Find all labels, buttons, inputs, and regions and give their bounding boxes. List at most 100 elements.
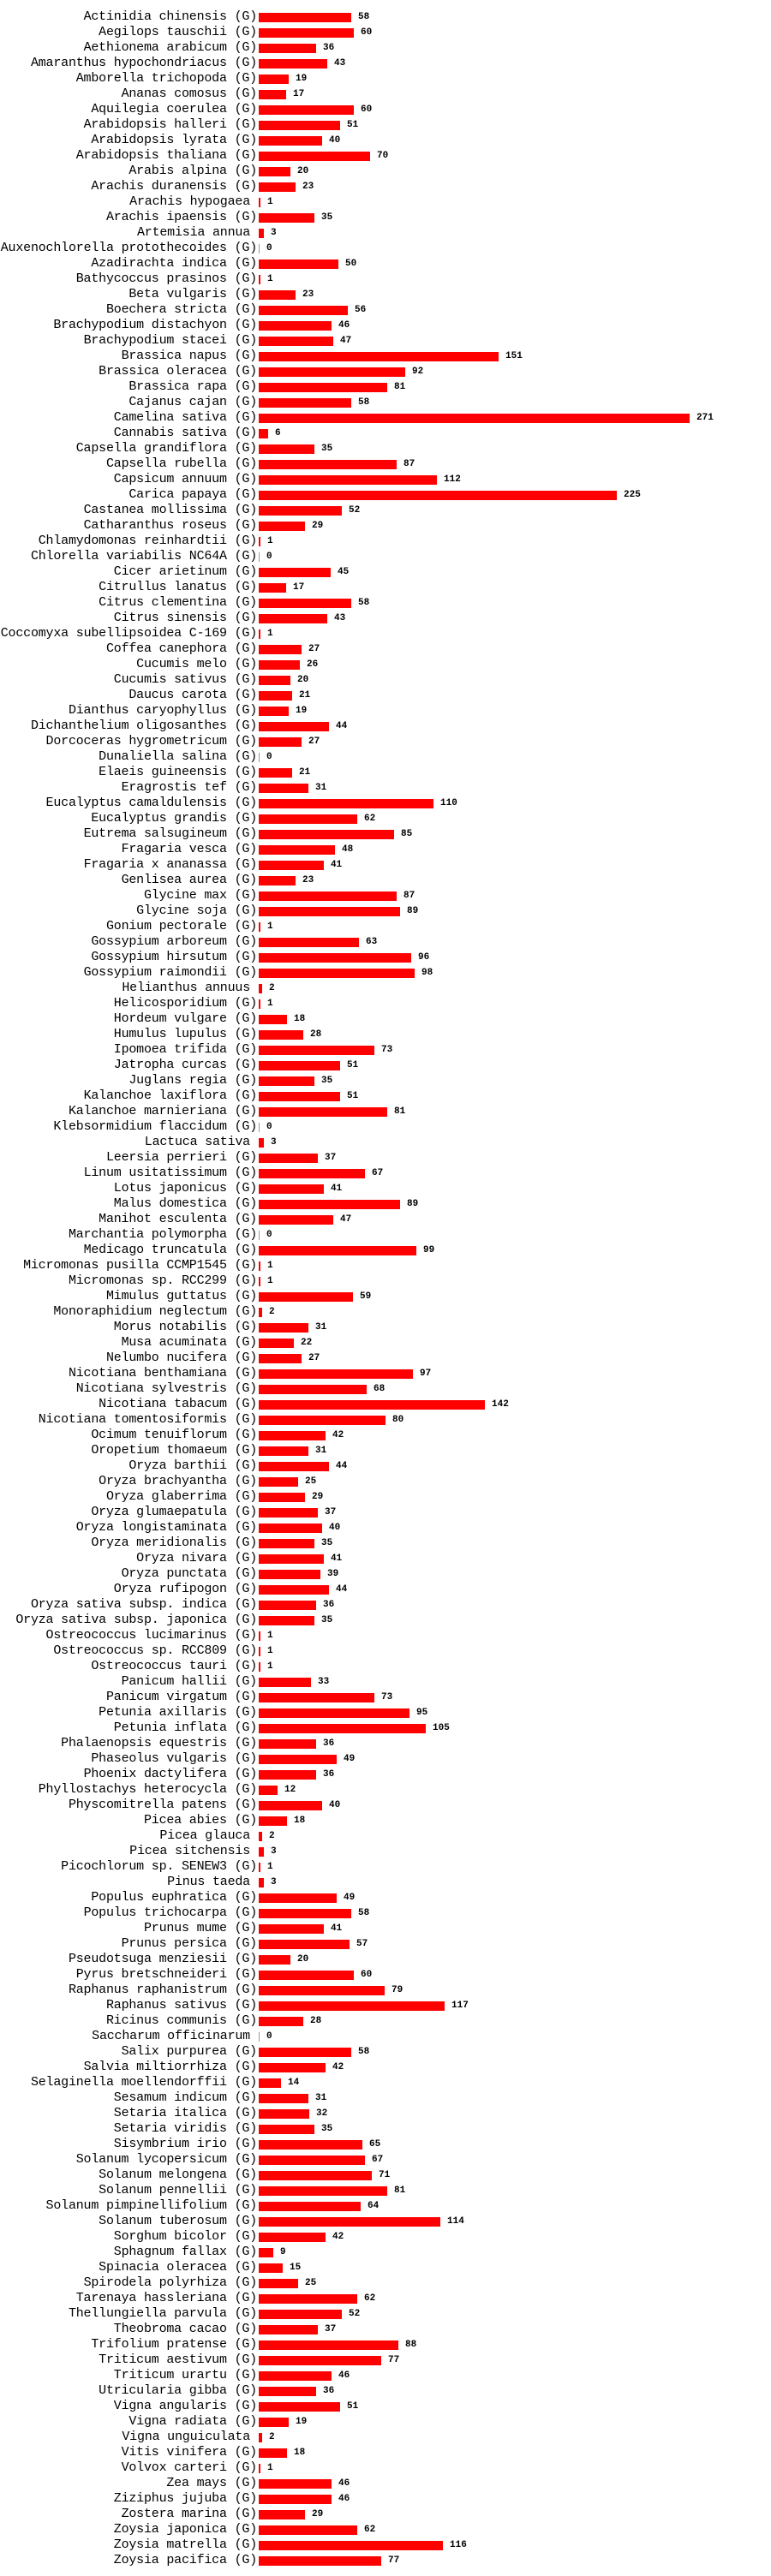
value-label: 36: [323, 2386, 335, 2396]
bar-row: Zostera marina (G) 29: [0, 2507, 771, 2522]
bar: [259, 44, 316, 53]
value-label: 36: [323, 1769, 335, 1780]
bar-row: Helicosporidium (G) 1: [0, 996, 771, 1011]
category-label: Brassica oleracea (G): [99, 364, 257, 379]
bar-row: Oryza barthii (G) 44: [0, 1458, 771, 1474]
bar-row: Eucalyptus camaldulensis (G) 110: [0, 796, 771, 811]
category-label: Gossypium arboreum (G): [91, 934, 257, 949]
bar-row: Salix purpurea (G) 58: [0, 2044, 771, 2060]
category-label: Jatropha curcas (G): [113, 1058, 257, 1072]
value-label: 15: [290, 2263, 302, 2273]
bar-row: Micromonas sp. RCC299 (G) 1: [0, 1273, 771, 1289]
bar-row: Fragaria vesca (G) 48: [0, 842, 771, 857]
bar: [259, 2387, 316, 2396]
bar: [259, 213, 314, 223]
bar: [259, 722, 329, 731]
bar-row: Camelina sativa (G) 271: [0, 410, 771, 426]
category-label: Oryza glaberrima (G): [105, 1489, 257, 1504]
value-label: 42: [332, 2062, 344, 2072]
bar: [259, 1138, 264, 1148]
value-label: 40: [329, 1800, 341, 1810]
bar-row: Cicer arietinum (G) 45: [0, 564, 771, 580]
category-label: Chlorella variabilis NC64A (G): [30, 549, 257, 564]
category-label: Nicotiana tomentosiformis (G): [38, 1412, 257, 1427]
bar-row: Capsella rubella (G) 87: [0, 456, 771, 472]
value-label: 117: [451, 2001, 469, 2011]
value-label: 20: [297, 1954, 309, 1965]
value-label: 29: [312, 521, 324, 531]
value-label: 114: [447, 2216, 464, 2227]
value-label: 92: [412, 367, 424, 377]
bar: [259, 2371, 332, 2381]
value-label: 56: [355, 305, 367, 315]
value-label: 6: [275, 428, 281, 438]
bar-row: Bathycoccus prasinos (G) 1: [0, 271, 771, 287]
category-label: Pseudotsuga menziesii (G): [68, 1952, 257, 1966]
bar: [259, 522, 305, 531]
category-label: Sphagnum fallax (G): [113, 2245, 257, 2259]
bar: [259, 2310, 342, 2319]
bar-row: Chlorella variabilis NC64A (G) 0: [0, 549, 771, 564]
bar-row: Saccharum officinarum 0: [0, 2029, 771, 2044]
bar-row: Dorcoceras hygrometricum (G) 27: [0, 734, 771, 749]
category-label: Ostreococcus tauri (G): [91, 1659, 257, 1673]
category-label: Leersia perrieri (G): [105, 1150, 257, 1165]
bar: [259, 676, 290, 685]
bar: [259, 1246, 416, 1255]
bar-row: Picea sitchensis 3: [0, 1844, 771, 1859]
bar-row: Gossypium arboreum (G) 63: [0, 934, 771, 950]
bar-row: Populus euphratica (G) 49: [0, 1890, 771, 1905]
bar: [259, 1786, 278, 1795]
category-label: Boechera stricta (G): [105, 302, 257, 317]
value-label: 80: [392, 1415, 404, 1425]
bar-row: Linum usitatissimum (G) 67: [0, 1166, 771, 1181]
bar: [259, 2171, 372, 2180]
value-label: 37: [325, 1153, 337, 1163]
category-label: Marchantia polymorpha (G): [68, 1227, 257, 1242]
value-label: 23: [302, 289, 314, 300]
bar-row: Castanea mollissima (G) 52: [0, 503, 771, 518]
value-label: 0: [266, 552, 272, 562]
bar-row: Boechera stricta (G) 56: [0, 302, 771, 318]
category-label: Dichanthelium oligosanthes (G): [30, 719, 257, 733]
category-label: Aquilegia coerulea (G): [91, 102, 257, 116]
value-label: 27: [308, 644, 320, 654]
bar-row: Arachis ipaensis (G) 35: [0, 210, 771, 225]
bar: [259, 614, 327, 623]
bar: [259, 2063, 326, 2072]
value-label: 22: [301, 1338, 313, 1348]
value-label: 60: [361, 27, 373, 38]
bar-row: Oryza glumaepatula (G) 37: [0, 1505, 771, 1520]
bar-row: Sorghum bicolor (G) 42: [0, 2229, 771, 2245]
category-label: Morus notabilis (G): [113, 1320, 257, 1334]
bar-row: Malus domestica (G) 89: [0, 1196, 771, 1212]
value-label: 37: [325, 2324, 337, 2334]
bar-row: Cucumis sativus (G) 20: [0, 672, 771, 688]
bar: [259, 1678, 311, 1687]
category-label: Vigna radiata (G): [128, 2414, 257, 2429]
value-label: 1: [267, 1862, 273, 1872]
category-label: Auxenochlorella protothecoides (G): [0, 241, 257, 255]
value-label: 225: [624, 490, 641, 500]
value-label: 68: [374, 1384, 386, 1394]
value-label: 60: [361, 1970, 373, 1980]
bar: [259, 1231, 260, 1240]
value-label: 81: [394, 2185, 406, 2196]
category-label: Cucumis sativus (G): [113, 672, 257, 687]
category-label: Ananas comosus (G): [121, 86, 258, 101]
value-label: 62: [364, 2293, 376, 2304]
bar-row: Coffea canephora (G) 27: [0, 641, 771, 657]
value-label: 95: [416, 1708, 428, 1718]
bar: [259, 275, 260, 284]
category-label: Brassica rapa (G): [128, 379, 257, 394]
value-label: 51: [347, 2401, 359, 2412]
value-label: 46: [338, 2494, 350, 2504]
category-label: Ostreococcus sp. RCC809 (G): [53, 1643, 257, 1658]
category-label: Picochlorum sp. SENEW3 (G): [61, 1859, 257, 1874]
bar: [259, 2001, 445, 2011]
bar: [259, 1924, 324, 1934]
bar: [259, 90, 286, 99]
value-label: 0: [266, 752, 272, 762]
bar: [259, 845, 335, 855]
value-label: 64: [368, 2201, 380, 2211]
